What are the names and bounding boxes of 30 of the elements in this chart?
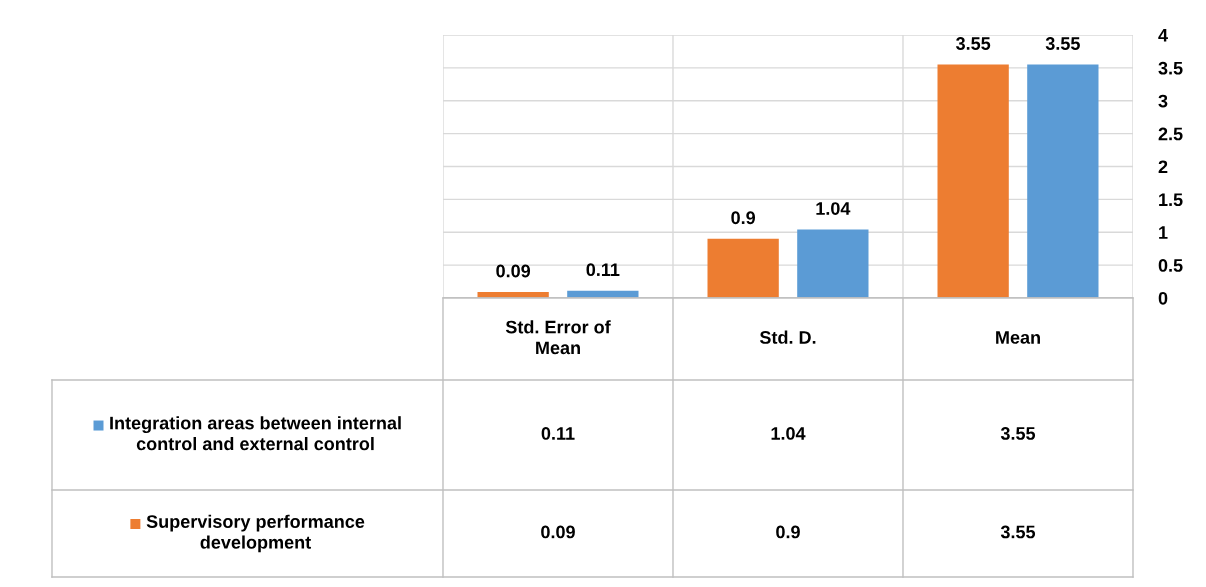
bar: [797, 229, 869, 298]
data-label: 3.55: [956, 37, 991, 50]
y-tick-label: 2.5: [1158, 127, 1183, 141]
x-tick-label: Std. Error of Mean: [505, 320, 611, 355]
text: 1.04: [771, 427, 806, 440]
y-tick-label: 0: [1158, 291, 1168, 305]
data-label: 0.09: [496, 264, 531, 278]
text: 3.55: [1000, 525, 1036, 539]
y-tick-label: 4: [1158, 29, 1168, 42]
x-tick-label: Std. D.: [759, 330, 816, 344]
x-tick-label: Mean: [996, 331, 1040, 344]
y-tick-label: 3: [1158, 94, 1168, 108]
data-label: 3.55: [1045, 37, 1080, 50]
y-tick-label: 1.5: [1159, 193, 1183, 207]
bar: [937, 64, 1009, 298]
y-tick-label: 1: [1159, 226, 1168, 239]
text: 0.11: [541, 427, 575, 440]
y-tick-label: 0.5: [1158, 259, 1183, 272]
bar: [707, 238, 779, 298]
y-tick-label: 3.5: [1158, 61, 1183, 75]
data-label: 0.9: [731, 211, 756, 225]
text: 3.55: [1000, 427, 1036, 440]
legend-label: Supervisory performance development: [146, 514, 365, 553]
data-label: 1.04: [816, 202, 851, 215]
bar: [1027, 64, 1099, 298]
y-tick-label: 2: [1158, 160, 1168, 174]
data-label: 0.11: [586, 263, 620, 277]
text: 0.09: [541, 525, 575, 539]
legend-label: Integration areas between internal control and external control: [110, 416, 401, 451]
text: 0.9: [776, 525, 800, 539]
